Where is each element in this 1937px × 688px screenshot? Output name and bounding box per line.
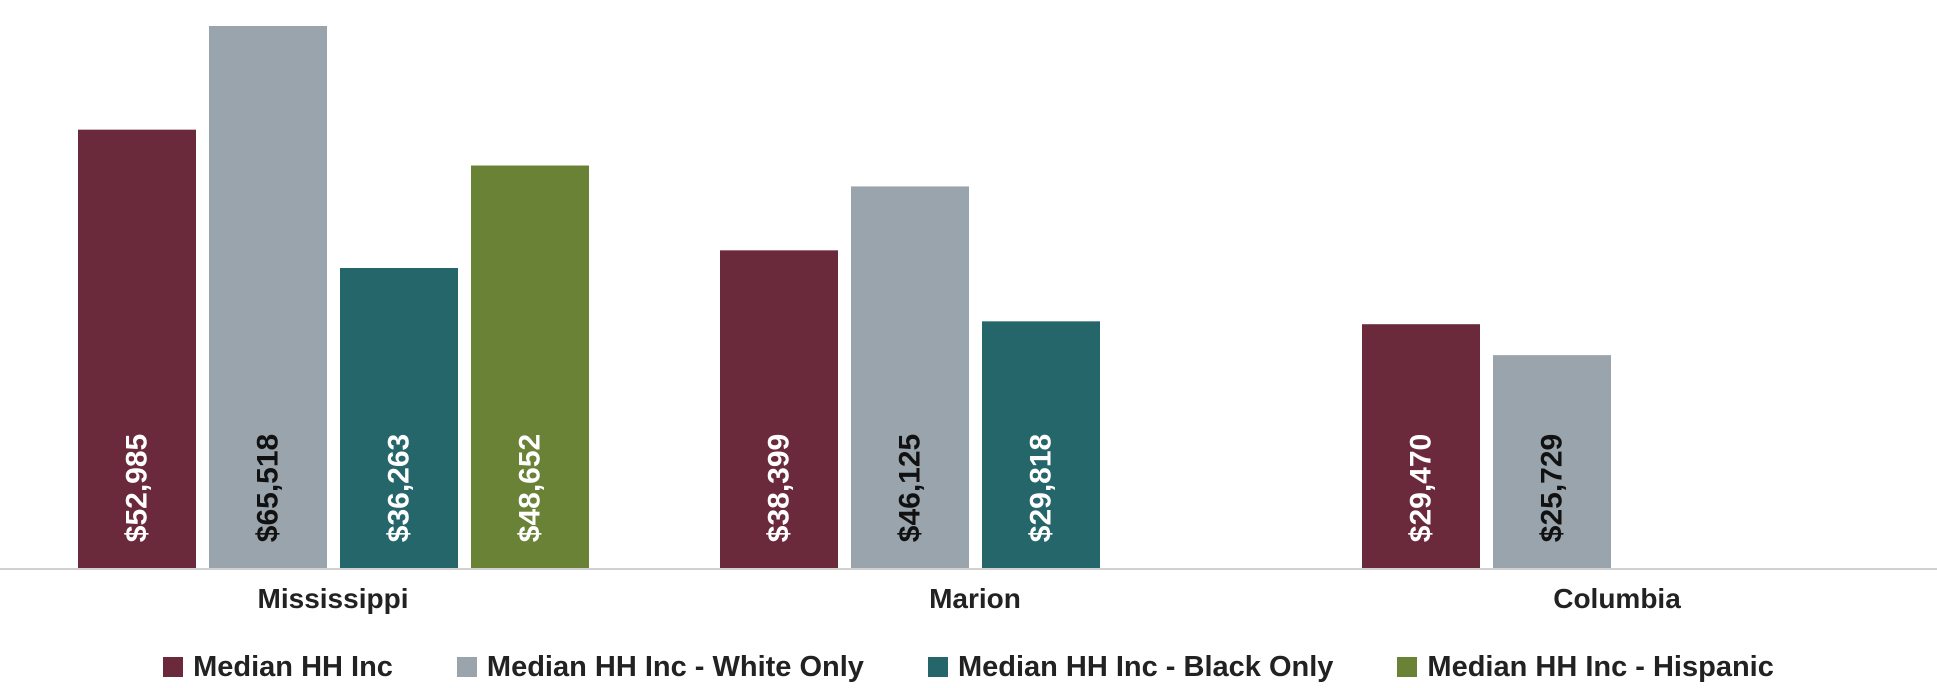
legend: Median HH Inc Median HH Inc - White Only M… bbox=[0, 650, 1937, 684]
legend-label: Median HH Inc - Hispanic bbox=[1427, 650, 1774, 683]
bars-layer: $52,985 $65,518 $36,263 $48,652 $38,399 $46,1… bbox=[78, 25, 1611, 569]
bar bbox=[78, 129, 196, 568]
x-tick-label: Columbia bbox=[1553, 583, 1681, 614]
legend-item: Median HH Inc - White Only bbox=[456, 650, 864, 684]
data-label: $25,729 bbox=[1536, 434, 1569, 542]
legend-item: Median HH Inc bbox=[163, 651, 393, 684]
legend-swatch bbox=[1397, 657, 1418, 677]
legend-label: Median HH Inc bbox=[193, 650, 393, 683]
data-label: $29,818 bbox=[1025, 434, 1058, 542]
bar bbox=[851, 186, 969, 568]
bar bbox=[1362, 324, 1480, 568]
bar bbox=[209, 25, 327, 569]
legend-swatch bbox=[163, 657, 184, 677]
bar bbox=[1493, 355, 1611, 568]
data-label: $46,125 bbox=[894, 434, 927, 542]
data-label: $52,985 bbox=[121, 434, 154, 542]
x-tick-label: Mississippi bbox=[258, 583, 409, 614]
data-label: $48,652 bbox=[514, 434, 547, 542]
bar bbox=[720, 250, 838, 568]
legend-item: Median HH Inc - Hispanic bbox=[1397, 650, 1774, 684]
legend-label: Median HH Inc - Black Only bbox=[957, 650, 1334, 683]
bar bbox=[982, 321, 1100, 568]
data-label: $65,518 bbox=[252, 434, 285, 542]
x-tick-labels: Mississippi Marion Columbia bbox=[258, 583, 1682, 614]
legend-swatch bbox=[456, 657, 477, 677]
legend-swatch bbox=[927, 657, 948, 677]
data-label: $36,263 bbox=[383, 434, 416, 542]
bar bbox=[340, 268, 458, 568]
data-label: $29,470 bbox=[1405, 434, 1438, 542]
x-tick-label: Marion bbox=[929, 583, 1021, 614]
legend-item: Median HH Inc - Black Only bbox=[927, 650, 1334, 684]
bar-chart: $52,985 $65,518 $36,263 $48,652 $38,399 $46,1… bbox=[0, 25, 1937, 614]
bar bbox=[471, 165, 589, 569]
legend-label: Median HH Inc - White Only bbox=[486, 650, 864, 683]
data-label: $38,399 bbox=[763, 434, 796, 542]
